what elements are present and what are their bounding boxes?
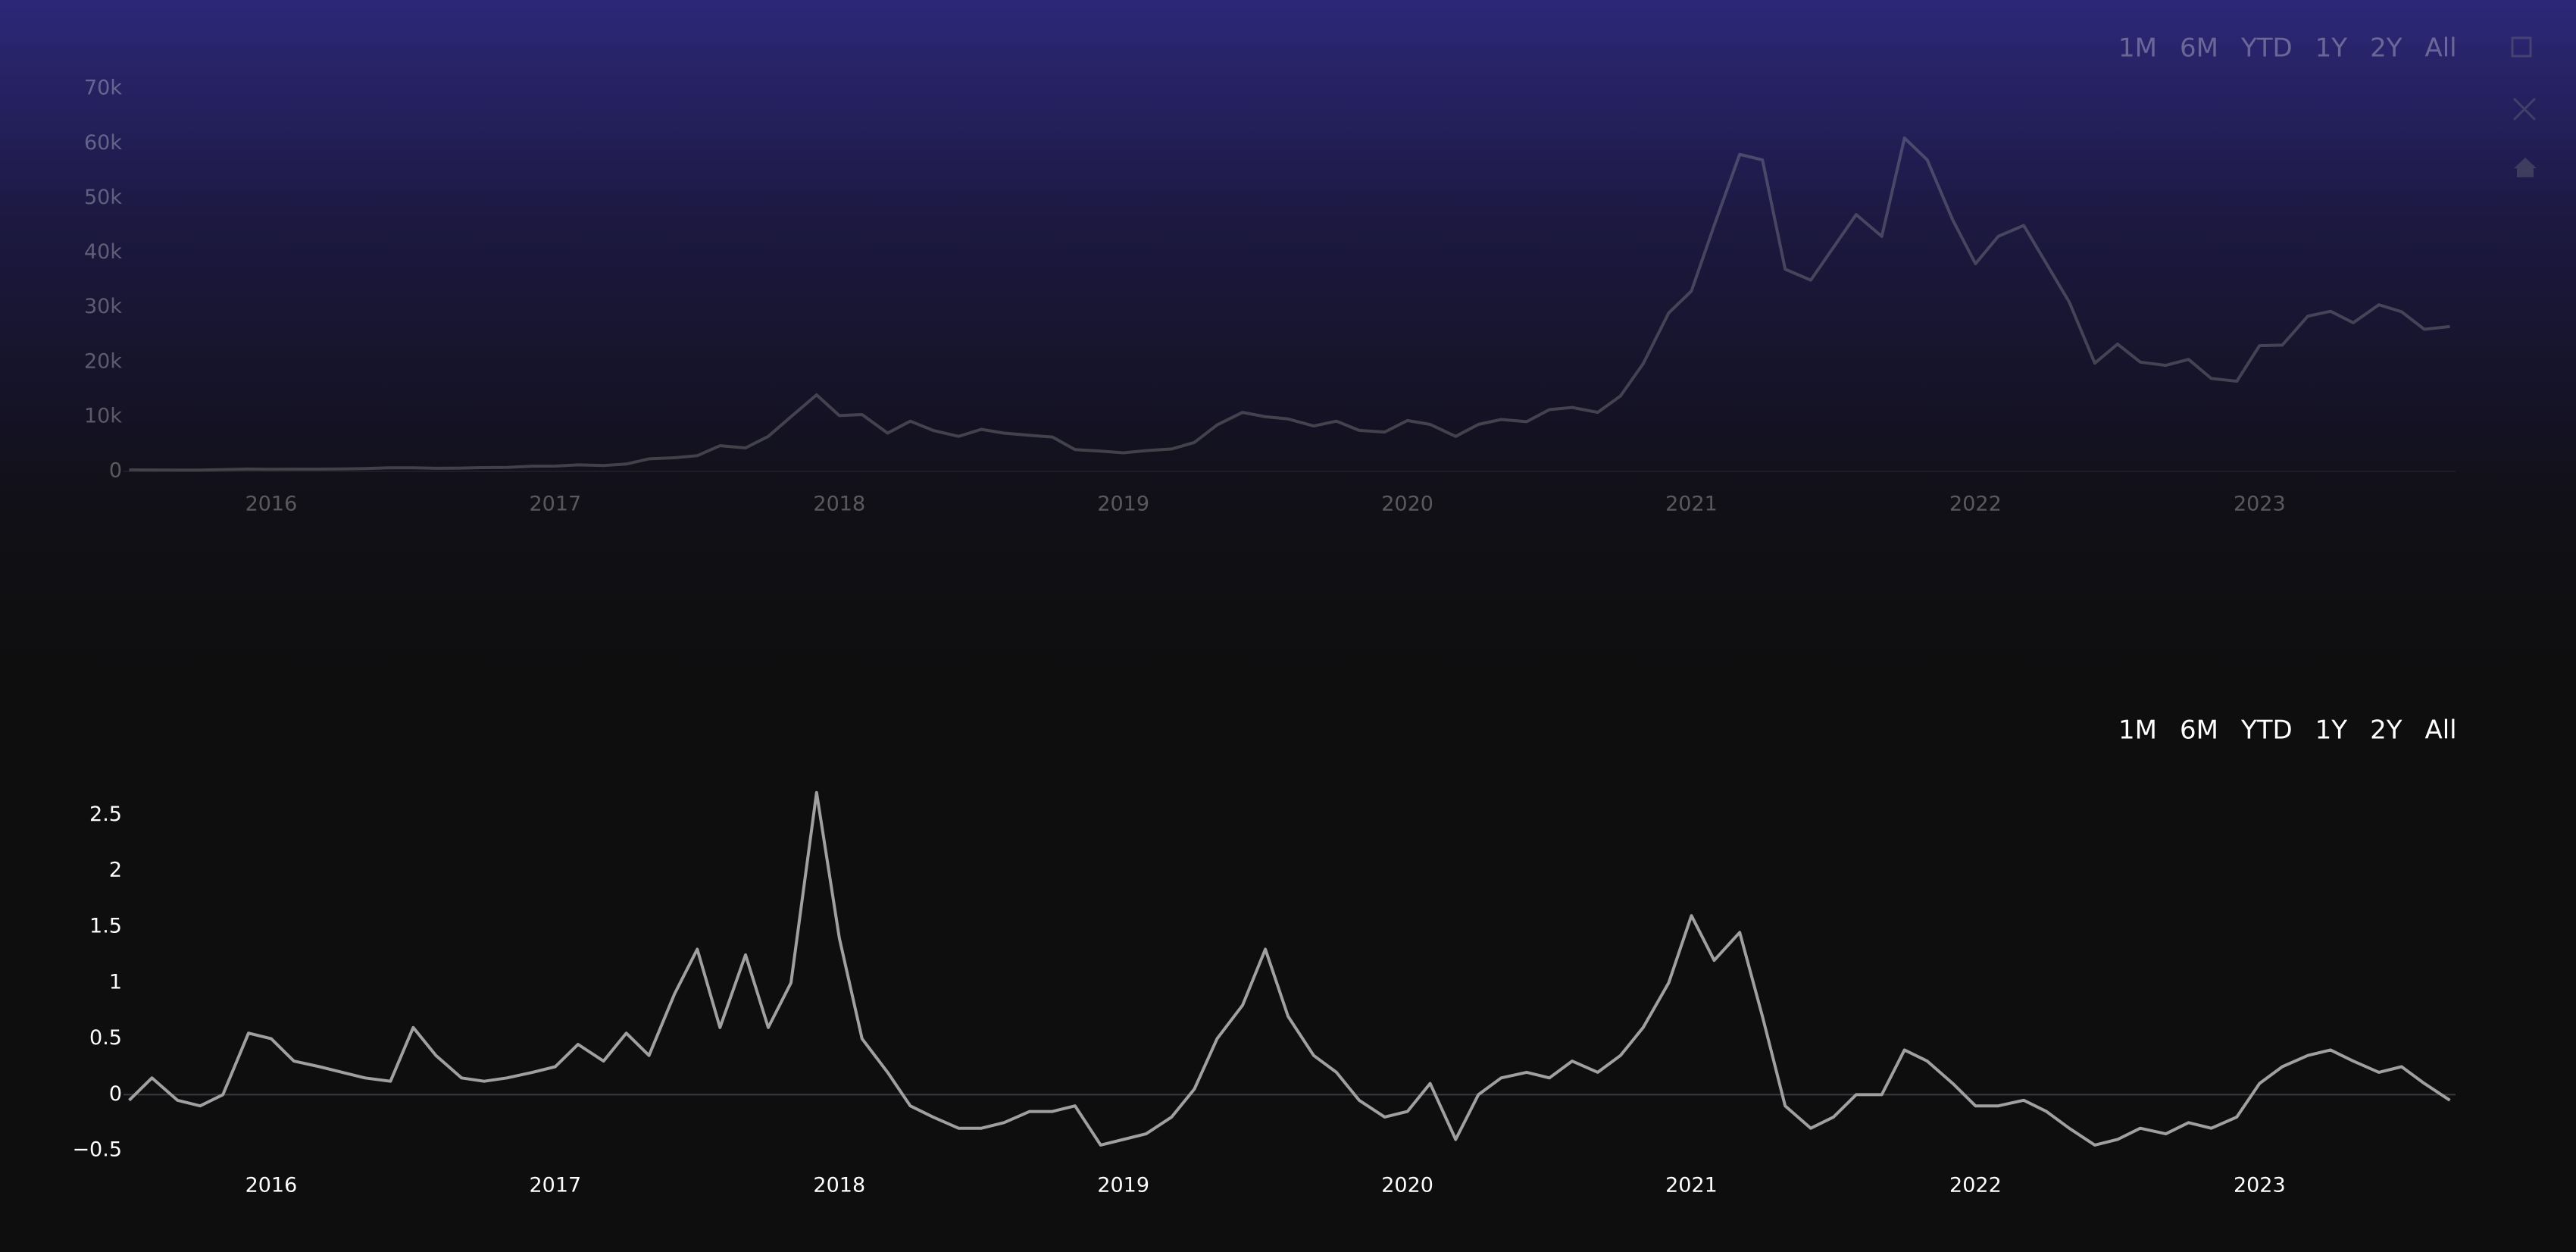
x-tick-label: 2020 <box>1381 1174 1433 1197</box>
line-series <box>129 136 2450 472</box>
x-tick-label: 2022 <box>1949 1174 2002 1197</box>
line-series <box>128 790 2451 1147</box>
y-tick-label: 0.5 <box>89 1026 122 1050</box>
x-tick-label: 2021 <box>1665 493 1718 516</box>
range-button[interactable]: 1Y <box>2315 715 2348 746</box>
range-button[interactable]: 2Y <box>2370 715 2402 746</box>
x-tick-label: 2022 <box>1949 493 2002 516</box>
range-button[interactable]: YTD <box>2240 33 2293 64</box>
y-tick-label: 1.5 <box>89 914 122 937</box>
y-tick-label: 1 <box>109 970 122 994</box>
x-tick-label: 2018 <box>813 1174 865 1197</box>
range-button[interactable]: 1Y <box>2315 33 2348 64</box>
x-tick-label: 2017 <box>530 1174 582 1197</box>
range-button[interactable]: YTD <box>2240 715 2293 746</box>
chart: 0 10k 20k 30k 40k 50k 60k 70k 2016 2017 2018 2019 20… <box>84 33 2457 516</box>
range-button[interactable]: 1M <box>2118 715 2157 746</box>
range-button[interactable]: 2Y <box>2370 33 2402 64</box>
modebar-camera[interactable] <box>2511 36 2532 58</box>
x-tick-label: 2019 <box>1097 1174 1149 1197</box>
y-tick-label: 0 <box>109 459 122 483</box>
x-tick-label: 2016 <box>245 493 298 516</box>
y-tick-label: 0 <box>109 1082 122 1106</box>
x-tick-label: 2016 <box>245 1174 298 1197</box>
x-tick-label: 2020 <box>1381 493 1433 516</box>
range-button[interactable]: All <box>2424 33 2456 64</box>
x-tick-label: 2023 <box>2234 493 2286 516</box>
modebar-home[interactable] <box>2514 158 2537 177</box>
y-tick-label: 30k <box>84 295 122 318</box>
y-tick-label: 40k <box>84 240 122 264</box>
y-tick-label: 2 <box>109 859 122 882</box>
y-tick-label: 10k <box>84 404 122 427</box>
x-tick-label: 2018 <box>813 493 865 516</box>
modebar <box>2511 36 2537 177</box>
range-button[interactable]: 6M <box>2180 33 2218 64</box>
y-tick-label: 50k <box>84 186 122 209</box>
modebar-zoom[interactable] <box>2512 97 2537 121</box>
y-tick-label: 60k <box>84 131 122 155</box>
range-button[interactable]: 6M <box>2180 715 2218 746</box>
x-tick-label: 2017 <box>530 493 582 516</box>
range-button[interactable]: All <box>2424 715 2456 746</box>
x-tick-label: 2021 <box>1665 1174 1718 1197</box>
y-tick-label: 20k <box>84 349 122 373</box>
range-button[interactable]: 1M <box>2118 33 2157 64</box>
y-tick-label: 2.5 <box>89 803 122 826</box>
chart: −0.5 0 0.5 1 1.5 2 2.5 2016 2017 2018 2019 2020 2021… <box>72 715 2456 1197</box>
x-tick-label: 2023 <box>2234 1174 2286 1197</box>
y-tick-label: 70k <box>84 77 122 100</box>
x-tick-label: 2019 <box>1097 493 1149 516</box>
y-tick-label: −0.5 <box>72 1138 122 1162</box>
